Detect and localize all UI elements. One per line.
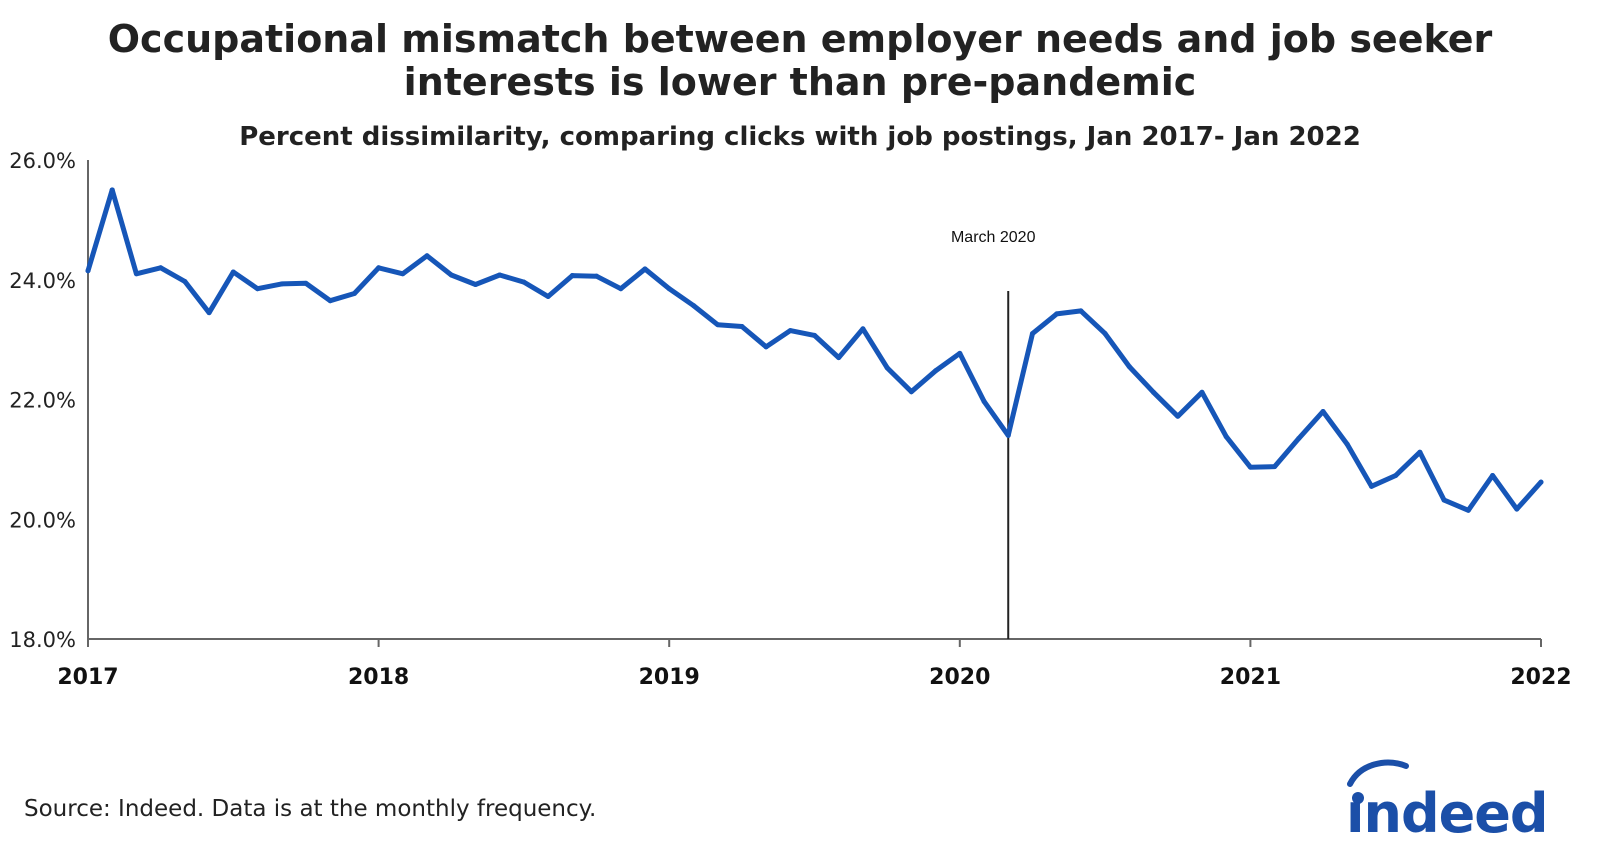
- data-point: [1296, 435, 1302, 441]
- chart-subtitle: Percent dissimilarity, comparing clicks …: [239, 122, 1361, 152]
- data-point: [957, 350, 963, 356]
- source-note: Source: Indeed. Data is at the monthly f…: [24, 796, 597, 822]
- data-point: [981, 398, 987, 404]
- data-point: [279, 281, 285, 287]
- data-point: [1247, 464, 1253, 470]
- data-point: [690, 302, 696, 308]
- data-point: [642, 266, 648, 272]
- data-point: [1126, 364, 1132, 370]
- data-point: [836, 355, 842, 361]
- data-point: [472, 282, 478, 288]
- logo-arc: [1347, 759, 1409, 787]
- data-point: [715, 322, 721, 328]
- data-point: [1417, 449, 1423, 455]
- data-point: [1465, 507, 1471, 513]
- data-point: [424, 253, 430, 259]
- data-point: [497, 272, 503, 278]
- data-point: [933, 368, 939, 374]
- data-point: [594, 273, 600, 279]
- series-line: [85, 187, 1544, 513]
- data-point: [1344, 441, 1350, 447]
- data-point: [109, 187, 115, 193]
- data-point: [448, 272, 454, 278]
- data-point: [1272, 464, 1278, 470]
- data-point: [1005, 432, 1011, 438]
- data-point: [1514, 506, 1520, 512]
- data-point: [1029, 331, 1035, 337]
- data-point: [1078, 308, 1084, 314]
- data-point: [666, 286, 672, 292]
- y-tick-label: 18.0%: [9, 628, 76, 652]
- data-point: [908, 389, 914, 395]
- chart-title-line-1: Occupational mismatch between employer n…: [107, 17, 1493, 61]
- data-point: [787, 328, 793, 334]
- indeed-logo: ındeed: [1346, 759, 1549, 838]
- data-point: [1102, 331, 1108, 337]
- data-point: [1538, 479, 1544, 485]
- chart-title: Occupational mismatch between employer n…: [0, 18, 1600, 104]
- logo-text: ındeed: [1346, 782, 1548, 838]
- data-point: [1368, 483, 1374, 489]
- x-tick-label: 2021: [1220, 665, 1281, 690]
- data-point: [521, 279, 527, 285]
- data-point: [400, 271, 406, 277]
- data-point: [763, 344, 769, 350]
- x-tick-label: 2022: [1510, 665, 1571, 690]
- y-tick-label: 26.0%: [9, 149, 76, 173]
- data-point: [158, 265, 164, 271]
- x-tick-label: 2020: [929, 665, 990, 690]
- data-point: [327, 298, 333, 304]
- data-point: [230, 269, 236, 275]
- chart-title-line-2: interests is lower than pre-pandemic: [403, 60, 1197, 104]
- annotation-label: March 2020: [951, 229, 1036, 246]
- chart-axes: 18.0% 20.0% 22.0% 24.0% 26.0% 2017 2018 2019 202…: [9, 149, 1571, 690]
- data-point: [1199, 389, 1205, 395]
- data-point: [739, 323, 745, 329]
- data-point: [1441, 497, 1447, 503]
- data-point: [569, 273, 575, 279]
- x-tick-label: 2019: [639, 665, 700, 690]
- data-point: [303, 280, 309, 286]
- data-point: [1393, 473, 1399, 479]
- data-point: [133, 271, 139, 277]
- data-point: [182, 279, 188, 285]
- y-tick-label: 24.0%: [9, 269, 76, 293]
- x-tick-label: 2017: [57, 665, 118, 690]
- data-point: [1223, 434, 1229, 440]
- data-point: [1320, 408, 1326, 414]
- y-tick-label: 20.0%: [9, 508, 76, 532]
- data-point: [1490, 473, 1496, 479]
- data-point: [618, 286, 624, 292]
- chart-series: [85, 187, 1544, 513]
- data-point: [812, 332, 817, 338]
- data-point: [1151, 389, 1157, 395]
- data-point: [1054, 311, 1060, 317]
- data-point: [206, 310, 212, 316]
- logo-dot: [1352, 792, 1364, 804]
- data-point: [85, 268, 91, 274]
- data-point: [351, 291, 357, 297]
- y-tick-label: 22.0%: [9, 389, 76, 413]
- data-point: [884, 365, 890, 371]
- data-point: [545, 294, 551, 300]
- data-point: [860, 326, 866, 332]
- data-point: [376, 265, 382, 271]
- data-point: [1175, 413, 1181, 419]
- data-point: [255, 286, 261, 292]
- x-tick-label: 2018: [348, 665, 409, 690]
- chart-annotations: March 2020: [951, 229, 1036, 639]
